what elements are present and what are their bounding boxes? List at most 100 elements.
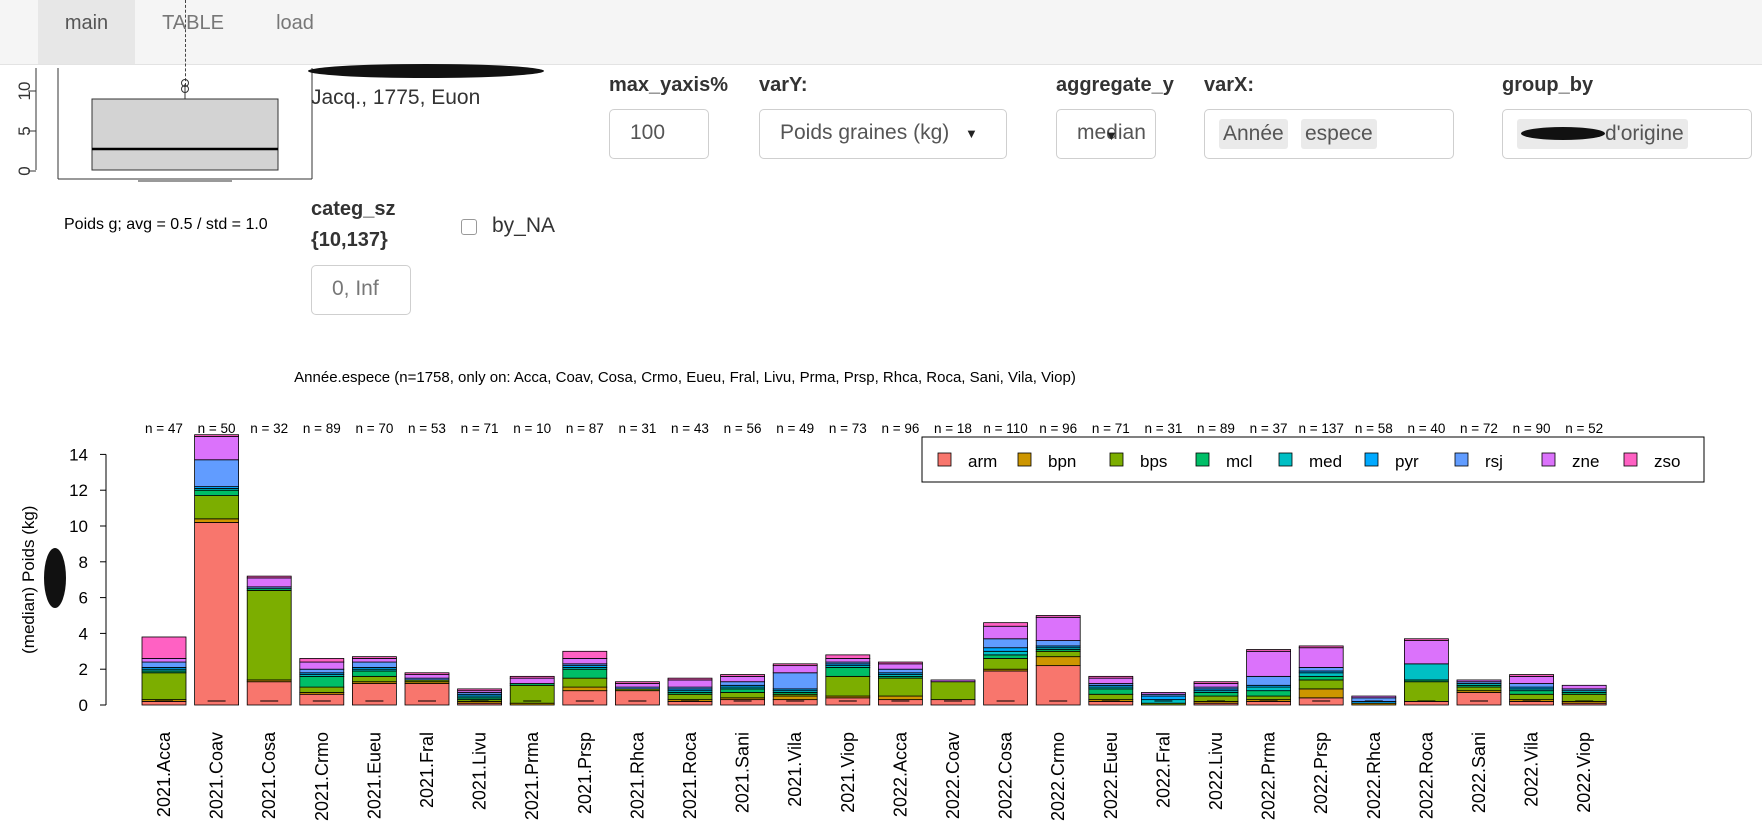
bar-segment: [457, 688, 503, 692]
bar-segment: [141, 661, 187, 668]
legend-box: [921, 436, 1705, 483]
x-tick-label: 2021.Cosa: [259, 731, 279, 819]
bar-segment: [1298, 667, 1344, 672]
y-axis-label: (median) Poids (kg): [19, 506, 38, 654]
bar-segment: [983, 647, 1028, 652]
bar-segment: [878, 661, 923, 665]
bar-segment: [1298, 679, 1344, 690]
vary-label: varY:: [759, 74, 808, 96]
bar-segment: [1298, 675, 1344, 681]
bar-segment: [1509, 683, 1554, 688]
nav-tabs: main TABLE load: [0, 0, 1762, 65]
bar-segment: [1246, 695, 1291, 701]
bar-segment: [983, 625, 1028, 640]
bar-segment: [1298, 647, 1344, 668]
bar-segment: [1246, 686, 1291, 692]
boxplot-outlier: [181, 85, 189, 93]
bar-segment: [1404, 638, 1449, 641]
aggregate-y-label: aggregate_y: [1056, 74, 1174, 96]
categ-sz-input[interactable]: 0, Inf: [311, 265, 411, 315]
bar-segment: [983, 638, 1028, 649]
bar-segment: [720, 674, 765, 677]
bar-segment: [1246, 701, 1291, 706]
varx-chip-annee[interactable]: Année: [1219, 119, 1288, 149]
max-yaxis-input[interactable]: 100: [609, 109, 709, 159]
bar-segment: [194, 522, 240, 706]
tab-main[interactable]: main: [38, 0, 135, 64]
bar-segment: [1141, 695, 1186, 701]
y-tick-label: 6: [79, 589, 88, 608]
bar-segment: [351, 661, 397, 668]
bar-segment: [1404, 663, 1449, 681]
bar-segment: [351, 656, 397, 659]
bar-segment: [141, 672, 187, 701]
x-tick-label: 2021.Livu: [470, 732, 490, 810]
tab-load[interactable]: load: [276, 12, 314, 34]
bar-segment: [1404, 701, 1449, 706]
y-tick-label: 0: [79, 696, 88, 715]
bar-segment: [141, 701, 187, 706]
legend-swatch: [1278, 452, 1293, 467]
bar-segment: [1193, 692, 1239, 697]
n-label: n = 31: [618, 421, 656, 436]
chevron-down-icon: ▼: [965, 126, 978, 141]
categ-sz-value: 0, Inf: [332, 277, 379, 300]
bar-segment: [509, 675, 555, 679]
bar-segment: [246, 681, 292, 706]
bar-segment: [1351, 695, 1397, 699]
boxplot-tick-5: 5: [15, 126, 34, 135]
x-tick-label: 2022.Prma: [1259, 731, 1279, 820]
x-tick-label: 2021.Crmo: [312, 732, 332, 821]
bar-segment: [141, 658, 187, 663]
bar-segment: [825, 658, 871, 663]
bar-segment: [1509, 674, 1554, 677]
n-label: n = 72: [1460, 421, 1498, 436]
varx-chip-espece[interactable]: espece: [1301, 119, 1377, 149]
n-label: n = 90: [1513, 421, 1551, 436]
bar-segment: [1035, 650, 1081, 658]
stacked-bar-chart: Année.espece (n=1758, only on: Acca, Coa…: [19, 369, 1705, 821]
x-tick-label: 2022.Viop: [1574, 732, 1594, 813]
bar-segment: [1088, 701, 1134, 706]
bar-segment: [720, 675, 765, 683]
legend-label: pyr: [1395, 452, 1419, 471]
x-tick-label: 2022.Prsp: [1311, 732, 1331, 814]
legend-swatch: [1541, 452, 1556, 467]
bar-segment: [351, 670, 397, 677]
bar-segment: [1246, 649, 1291, 652]
bar-segment: [562, 658, 608, 665]
bar-segment: [615, 690, 660, 706]
aggregate-y-select[interactable]: median ▼: [1056, 109, 1156, 159]
bar-segment: [1509, 701, 1554, 706]
bar-segment: [720, 692, 765, 699]
varx-multiselect[interactable]: Année espece: [1204, 109, 1454, 159]
legend-swatch: [1364, 452, 1379, 467]
group-by-select[interactable]: d'origine: [1502, 109, 1752, 159]
vary-select[interactable]: Poids graines (kg) ▼: [759, 109, 1007, 159]
legend-swatch: [1017, 452, 1032, 467]
tab-table[interactable]: TABLE: [162, 12, 224, 34]
bar-segment: [983, 650, 1028, 656]
bar-segment: [878, 695, 923, 701]
n-label: n = 37: [1250, 421, 1288, 436]
bar-segment: [562, 668, 608, 679]
bar-segment: [1035, 640, 1081, 647]
bar-segment: [562, 677, 608, 688]
bar-segment: [667, 701, 713, 706]
n-label: n = 110: [983, 421, 1027, 436]
bar-segment: [404, 674, 450, 679]
bar-segment: [772, 695, 818, 701]
bar-segment: [1035, 615, 1081, 618]
n-label: n = 58: [1355, 421, 1393, 436]
x-tick-label: 2022.Roca: [1416, 731, 1436, 819]
bar-segment: [1246, 690, 1291, 697]
bar-segment: [1298, 688, 1344, 699]
aggregate-y-value: median: [1077, 121, 1146, 144]
bar-segment: [1088, 675, 1134, 679]
bar-segment: [615, 683, 660, 688]
x-tick-label: 2022.Sani: [1469, 732, 1489, 813]
n-label: n = 49: [776, 421, 814, 436]
bar-segment: [299, 686, 345, 693]
bar-segment: [299, 693, 345, 706]
by-na-checkbox[interactable]: [461, 219, 477, 235]
